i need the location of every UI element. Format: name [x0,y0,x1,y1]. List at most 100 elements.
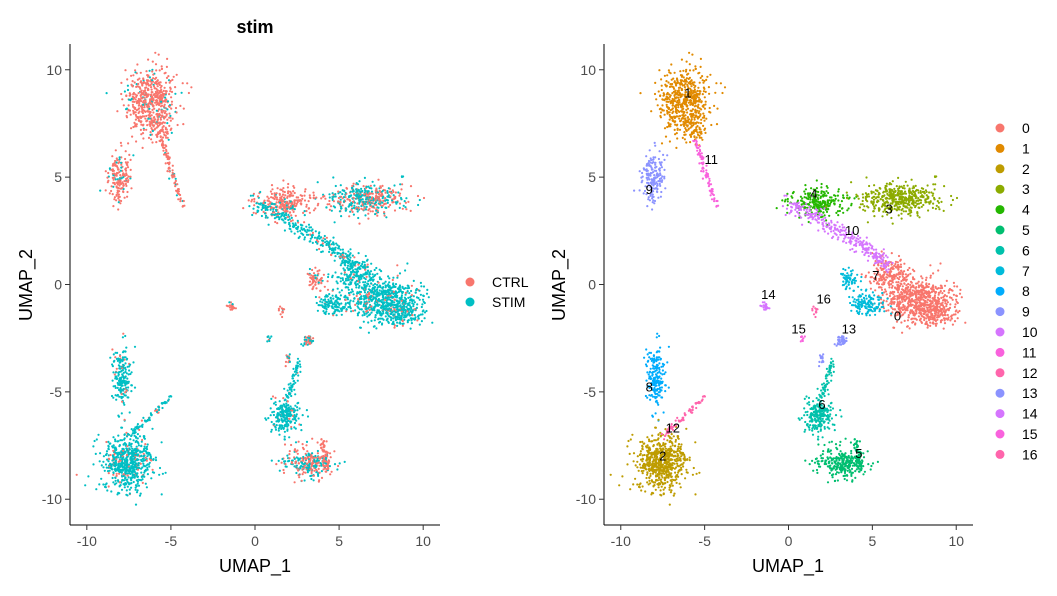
cell-point [130,127,132,129]
x-tick-label: -5 [165,533,178,549]
cell-point [377,295,379,297]
cell-point [115,371,117,373]
cell-point [154,96,156,98]
cell-point [365,297,367,299]
cell-point [391,199,393,201]
cell-point [96,438,98,440]
cell-point [130,169,132,171]
cell-point [317,441,319,443]
cell-point [267,217,269,219]
cell-point [113,465,115,467]
cell-point [398,195,400,197]
cell-point [142,109,144,111]
cell-point [131,434,133,436]
cell-point [117,387,119,389]
cell-point [275,404,277,406]
cell-point [126,390,128,392]
cell-point [402,323,404,325]
cell-point [307,273,309,275]
cell-point [357,280,359,282]
cell-point [370,185,372,187]
cell-point [167,400,169,402]
cell-point [289,191,291,193]
cell-point [389,195,391,197]
cell-point [294,449,296,451]
cell-point [325,206,327,208]
cell-point [363,305,365,307]
cell-point [144,111,146,113]
cell-point [361,308,363,310]
cell-point [385,192,387,194]
cell-point [666,93,668,95]
cell-point [672,102,674,104]
cell-point [120,142,122,144]
cell-point [410,328,412,330]
cell-point [123,184,125,186]
cell-point [309,467,311,469]
cell-point [335,185,337,187]
cell-point [340,277,342,279]
cell-point [133,101,135,103]
cell-point [166,58,168,60]
cell-point [396,322,398,324]
cell-point [124,482,126,484]
cell-point [279,189,281,191]
cell-point [398,300,400,302]
cell-point [282,409,284,411]
cell-point [273,402,275,404]
cell-point [289,361,291,363]
cell-point [314,267,316,269]
cell-point [282,414,284,416]
cell-point [276,201,278,203]
cell-point [329,196,331,198]
cell-point [126,372,128,374]
cell-point [124,158,126,160]
cell-point [370,277,372,279]
cell-point [295,365,297,367]
cell-point [366,272,368,274]
cell-point [347,287,349,289]
cell-point [378,322,380,324]
cell-point [313,280,315,282]
cell-point [362,281,364,283]
cell-point [709,74,711,76]
cell-point [287,389,289,391]
cell-point [102,461,104,463]
cell-point [410,319,412,321]
cell-point [422,299,424,301]
cell-point [285,361,287,363]
cell-point [392,191,394,193]
cell-point [307,456,309,458]
cell-point [327,276,329,278]
cell-point [353,207,355,209]
cell-point [121,412,123,414]
cell-point [716,108,718,110]
cell-point [118,194,120,196]
cell-point [313,460,315,462]
cell-point [420,282,422,284]
cell-point [358,262,360,264]
cell-point [156,110,158,112]
cell-point [382,294,384,296]
cell-point [349,257,351,259]
cell-point [354,309,356,311]
cell-point [399,203,401,205]
cell-point [400,315,402,317]
cell-point [170,395,172,397]
cell-point [369,204,371,206]
cell-point [407,290,409,292]
cell-point [116,377,118,379]
cell-point [120,164,122,166]
cell-point [281,311,283,313]
cell-point [126,358,128,360]
cell-point [354,304,356,306]
cell-point [300,227,302,229]
cell-point [344,264,346,266]
cell-point [424,317,426,319]
cell-point [265,207,267,209]
cell-point [161,441,163,443]
cell-point [150,94,152,96]
cell-point [163,90,165,92]
cell-point [281,316,283,318]
cell-point [302,447,304,449]
